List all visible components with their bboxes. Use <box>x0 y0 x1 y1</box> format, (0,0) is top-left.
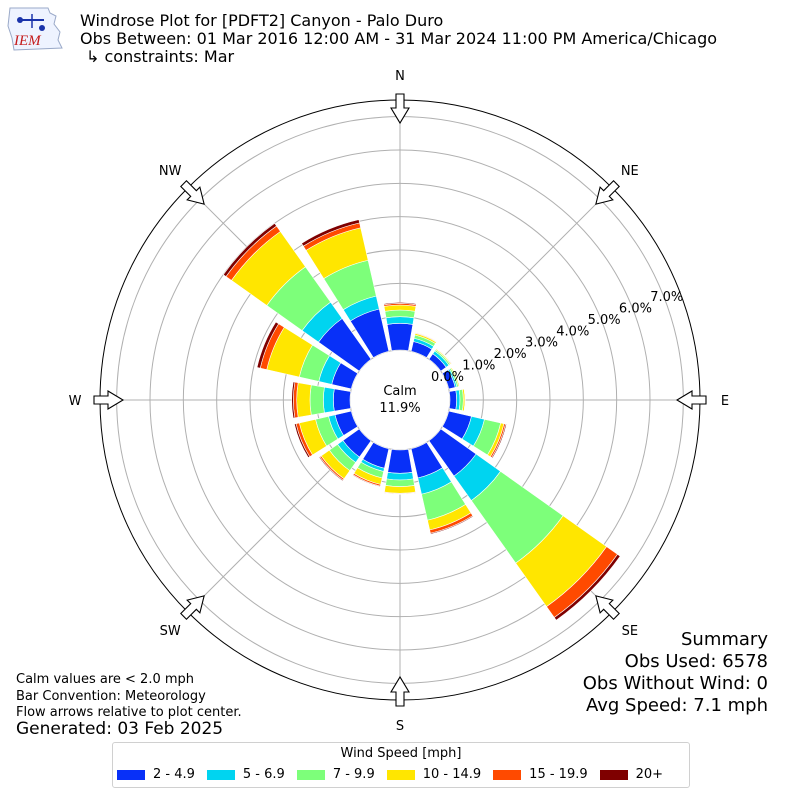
windrose-bar-sse-bin-6 <box>430 515 474 535</box>
legend-items: 2 - 4.9 5 - 6.9 7 - 9.9 10 - 14.9 15 - 19.9 2… <box>117 767 663 782</box>
legend-label: 20+ <box>635 767 664 782</box>
legend-swatch <box>206 769 235 780</box>
flow-arrow-nw-icon <box>180 180 205 205</box>
radial-tick-label: 5.0% <box>588 313 621 328</box>
direction-label-w: W <box>69 394 82 409</box>
flow-arrow-ne-icon <box>595 180 620 205</box>
windrose-bar-w-bin-3 <box>309 384 325 416</box>
legend-swatch <box>296 769 325 780</box>
legend-label: 7 - 9.9 <box>332 767 375 782</box>
direction-label-se: SE <box>622 624 638 639</box>
direction-label-n: N <box>395 69 405 84</box>
flow-arrow-n-icon <box>390 93 410 125</box>
radial-tick-label: 4.0% <box>556 324 589 339</box>
summary-obs-without-wind: Obs Without Wind: 0 <box>582 673 768 694</box>
legend-item: 2 - 4.9 <box>117 767 195 782</box>
radial-tick-label: 1.0% <box>462 358 495 373</box>
windrose-bar-nnw-bin-6 <box>301 219 360 247</box>
radial-tick-label: 6.0% <box>619 301 652 316</box>
generated-date: Generated: 03 Feb 2025 <box>16 719 224 739</box>
windrose-bar-s-bin-4 <box>384 485 416 494</box>
direction-label-nw: NW <box>159 164 182 179</box>
radial-tick-label: 3.0% <box>525 336 558 351</box>
legend-label: 5 - 6.9 <box>242 767 285 782</box>
flow-arrow-e-icon <box>675 390 707 410</box>
windrose-bar-w-bin-1 <box>333 388 352 412</box>
windrose-bar-wsw-bin-6 <box>294 423 311 459</box>
windrose-bar-e-bin-1 <box>448 390 457 410</box>
flow-arrow-w-icon <box>93 390 125 410</box>
constraints-label: ↳ constraints: Mar <box>86 47 235 66</box>
flow-arrow-s-icon <box>390 675 410 707</box>
direction-label-ne: NE <box>621 164 639 179</box>
legend-item: 15 - 19.9 <box>493 767 588 782</box>
radial-tick-label: 2.0% <box>494 347 527 362</box>
windrose-bar-n-bin-1 <box>386 323 414 352</box>
windrose-bar-w-bin-4 <box>296 382 312 418</box>
windrose-bar-ese-bin-6 <box>491 423 507 459</box>
direction-label-e: E <box>721 394 729 409</box>
legend-item: 20+ <box>599 767 664 782</box>
windrose-bar-s-bin-6 <box>383 492 417 495</box>
windrose-bar-w-bin-2 <box>323 386 335 414</box>
legend-label: 15 - 19.9 <box>529 767 588 782</box>
grid-circle <box>349 349 451 451</box>
windrose-bar-s-bin-2 <box>386 471 414 481</box>
radial-tick-label: 0.0% <box>431 370 464 385</box>
summary-avg-speed: Avg Speed: 7.1 mph <box>586 695 768 716</box>
grid-spoke <box>435 187 613 365</box>
windrose-bar-nw-bin-6 <box>222 222 277 277</box>
direction-label-s: S <box>396 719 404 734</box>
windrose-bar-s-bin-1 <box>387 448 413 474</box>
legend-title: Wind Speed [mph] <box>340 746 462 761</box>
windrose-bar-nne-bin-6 <box>414 332 438 342</box>
flow-arrow-se-icon <box>595 595 620 620</box>
flow-arrow-sw-icon <box>180 595 205 620</box>
legend-swatch <box>599 769 628 780</box>
windrose-bar-ssw-bin-6 <box>352 474 381 488</box>
iem-logo-icon: IEM <box>7 7 63 51</box>
legend-label: 2 - 4.9 <box>153 767 195 782</box>
calm-note: Calm values are < 2.0 mph <box>16 672 195 687</box>
windrose-bar-w-bin-6 <box>291 381 296 419</box>
windrose-bar-n-bin-6 <box>383 302 417 306</box>
legend-item: 7 - 9.9 <box>296 767 375 782</box>
windrose-bar-sw-bin-6 <box>318 456 344 482</box>
chart-title: Windrose Plot for [PDFT2] Canyon - Palo … <box>80 11 444 30</box>
windrose-bar-ene-bin-4 <box>450 367 460 388</box>
windrose-bar-se-bin-6 <box>553 553 621 621</box>
legend-label: 10 - 14.9 <box>422 767 482 782</box>
legend-swatch <box>117 769 145 780</box>
legend-item: 5 - 6.9 <box>206 767 285 782</box>
windrose-bar-s-bin-3 <box>385 478 415 487</box>
windrose-bar-wnw-bin-6 <box>256 321 280 369</box>
summary-obs-used: Obs Used: 6578 <box>624 651 768 672</box>
windrose-bars <box>222 219 621 621</box>
svg-text:IEM: IEM <box>13 33 42 49</box>
summary-heading: Summary <box>681 629 768 650</box>
calm-value: 11.9% <box>379 401 420 416</box>
obs-range: Obs Between: 01 Mar 2016 12:00 AM - 31 M… <box>80 29 718 48</box>
radial-tick-label: 7.0% <box>650 290 683 305</box>
calm-title: Calm <box>383 384 416 399</box>
chart-labels: 0.0%1.0%2.0%3.0%4.0%5.0%6.0%7.0% N NE E SE S S… <box>69 69 730 734</box>
windrose-bar-n-bin-2 <box>385 316 415 325</box>
legend-item: 10 - 14.9 <box>386 767 482 782</box>
direction-label-sw: SW <box>160 624 181 639</box>
legend-swatch <box>386 769 415 780</box>
legend: Wind Speed [mph] 2 - 4.9 5 - 6.9 7 - 9.9 10… <box>112 742 690 788</box>
legend-swatch <box>493 769 522 780</box>
convention-note: Bar Convention: Meteorology <box>16 689 206 704</box>
flow-note: Flow arrows relative to plot center. <box>16 705 242 720</box>
windrose-bar-e-bin-5 <box>463 388 466 412</box>
windrose-bar-ne-bin-6 <box>436 347 453 364</box>
windrose-bar-n-bin-3 <box>384 309 416 319</box>
